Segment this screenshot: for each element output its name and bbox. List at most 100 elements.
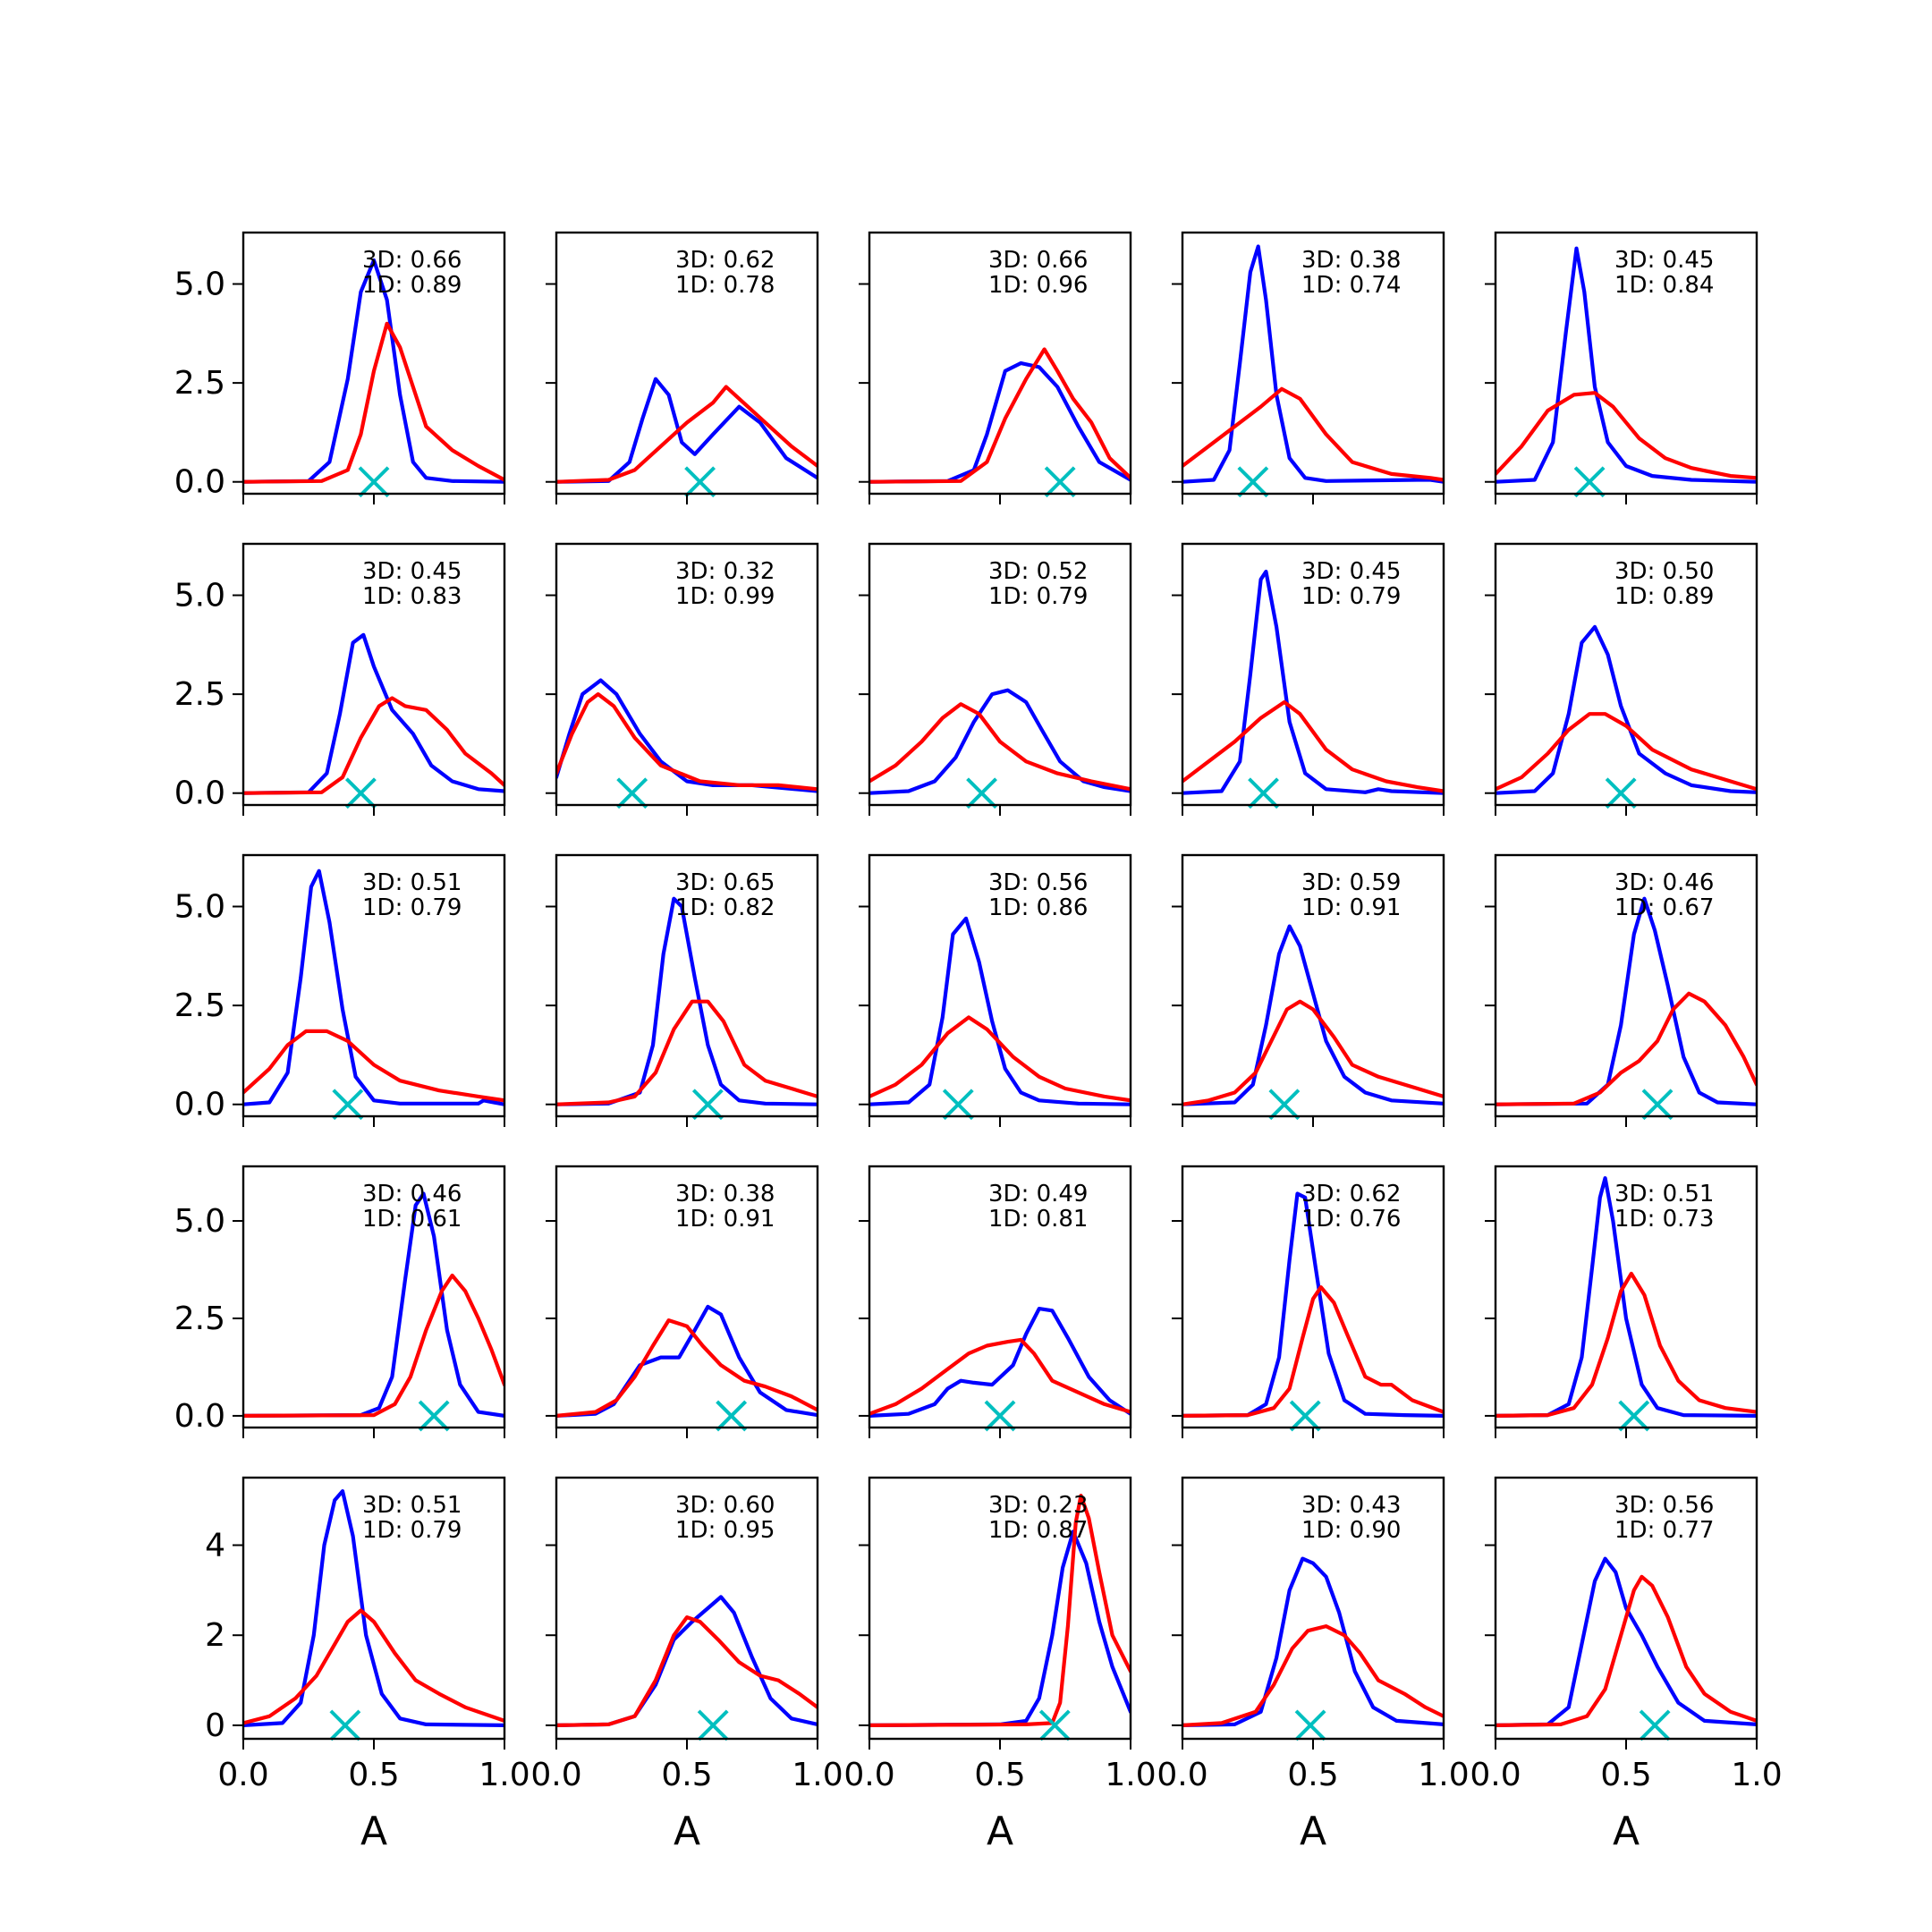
y-tick-label: 0.0 — [174, 775, 225, 812]
x-marker — [418, 1400, 450, 1432]
x-marker — [1573, 466, 1606, 498]
x-axis-label: A — [1300, 1809, 1326, 1854]
blue-density-line — [869, 360, 1131, 484]
blue-density-line — [1182, 244, 1444, 484]
y-tick-label: 2 — [205, 1617, 225, 1654]
red-density-line — [243, 1608, 504, 1725]
annotation-line: 1D: 0.91 — [675, 1206, 775, 1233]
x-tick-label: 0.5 — [348, 1757, 399, 1793]
annotation-line: 3D: 0.52 — [988, 558, 1088, 585]
x-marker-stroke — [418, 1400, 450, 1432]
annotation-line: 1D: 0.83 — [362, 583, 462, 610]
blue-density-line — [243, 632, 504, 795]
blue-density-line — [1496, 246, 1757, 484]
blue-density-line — [243, 258, 504, 484]
red-density-line — [869, 1337, 1131, 1416]
x-marker — [1605, 777, 1637, 809]
annotation-line: 1D: 0.77 — [1614, 1517, 1714, 1544]
red-density-line — [556, 692, 818, 792]
x-marker-stroke — [1248, 777, 1279, 809]
x-marker-stroke — [329, 1709, 361, 1741]
x-marker-stroke — [716, 1400, 748, 1432]
annotation-line: 3D: 0.51 — [362, 1492, 462, 1519]
red-density-line — [1182, 1285, 1444, 1418]
annotation-line: 3D: 0.45 — [1301, 558, 1401, 585]
red-density-line — [556, 1615, 818, 1727]
x-marker-stroke — [984, 1400, 1016, 1432]
panel-curves — [869, 688, 1131, 795]
blue-density-line — [1496, 624, 1757, 795]
x-marker — [942, 1089, 974, 1121]
annotation-line: 3D: 0.60 — [675, 1492, 775, 1519]
annotation-line: 3D: 0.51 — [1614, 1181, 1714, 1208]
annotation-line: 3D: 0.59 — [1301, 869, 1401, 896]
annotation-line: 1D: 0.95 — [675, 1517, 775, 1544]
red-density-line — [243, 1273, 504, 1418]
annotation-line: 3D: 0.46 — [362, 1181, 462, 1208]
x-tick-label: 0.0 — [1470, 1757, 1521, 1793]
annotation-line: 1D: 0.76 — [1301, 1206, 1401, 1233]
x-marker — [1038, 1709, 1071, 1741]
x-tick-label: 0.5 — [1287, 1757, 1338, 1793]
x-tick-label: 0.0 — [843, 1757, 894, 1793]
panel-curves — [869, 1494, 1131, 1727]
x-marker — [1289, 1400, 1321, 1432]
annotation-line: 3D: 0.46 — [1614, 869, 1714, 896]
annotation-line: 3D: 0.51 — [362, 869, 462, 896]
red-density-line — [1496, 991, 1757, 1106]
x-tick-label: 0.0 — [217, 1757, 268, 1793]
annotation-line: 1D: 0.61 — [362, 1206, 462, 1233]
annotation-line: 1D: 0.90 — [1301, 1517, 1401, 1544]
annotation-line: 1D: 0.79 — [988, 583, 1088, 610]
annotation-line: 3D: 0.62 — [1301, 1181, 1401, 1208]
blue-density-line — [1182, 569, 1444, 795]
annotation-line: 1D: 0.87 — [988, 1517, 1088, 1544]
annotation-line: 3D: 0.38 — [675, 1181, 775, 1208]
x-marker — [1294, 1709, 1326, 1741]
x-marker-stroke — [1294, 1709, 1326, 1741]
red-density-line — [869, 1015, 1131, 1103]
x-marker-stroke — [1641, 1089, 1674, 1121]
red-density-line — [556, 385, 818, 484]
x-tick-label: 0.0 — [1157, 1757, 1208, 1793]
y-tick-label: 5.0 — [174, 889, 225, 926]
annotation-line: 1D: 0.91 — [1301, 894, 1401, 921]
red-density-line — [1182, 999, 1444, 1106]
panel-curves — [1496, 624, 1757, 795]
panel-curves — [556, 377, 818, 484]
red-density-line — [1496, 712, 1757, 792]
x-tick-label: 0.5 — [1600, 1757, 1651, 1793]
annotation-line: 3D: 0.49 — [988, 1181, 1088, 1208]
annotation-line: 3D: 0.23 — [988, 1492, 1088, 1519]
panel-curves — [243, 869, 504, 1106]
x-marker-stroke — [966, 777, 997, 809]
y-tick-label: 2.5 — [174, 1301, 225, 1337]
x-marker — [984, 1400, 1016, 1432]
x-axis-label: A — [360, 1809, 387, 1854]
x-marker — [1248, 777, 1279, 809]
x-marker — [358, 466, 390, 498]
annotation-line: 1D: 0.86 — [988, 894, 1088, 921]
blue-density-line — [243, 1191, 504, 1418]
panel-curves — [556, 678, 818, 793]
panel-curves — [869, 916, 1131, 1106]
panel-curves — [1182, 1191, 1444, 1418]
annotation-line: 3D: 0.56 — [988, 869, 1088, 896]
y-tick-label: 5.0 — [174, 267, 225, 303]
x-marker-stroke — [697, 1709, 729, 1741]
x-marker-stroke — [1573, 466, 1606, 498]
x-marker — [344, 777, 377, 809]
annotation-line: 3D: 0.66 — [362, 247, 462, 274]
blue-density-line — [869, 1307, 1131, 1418]
